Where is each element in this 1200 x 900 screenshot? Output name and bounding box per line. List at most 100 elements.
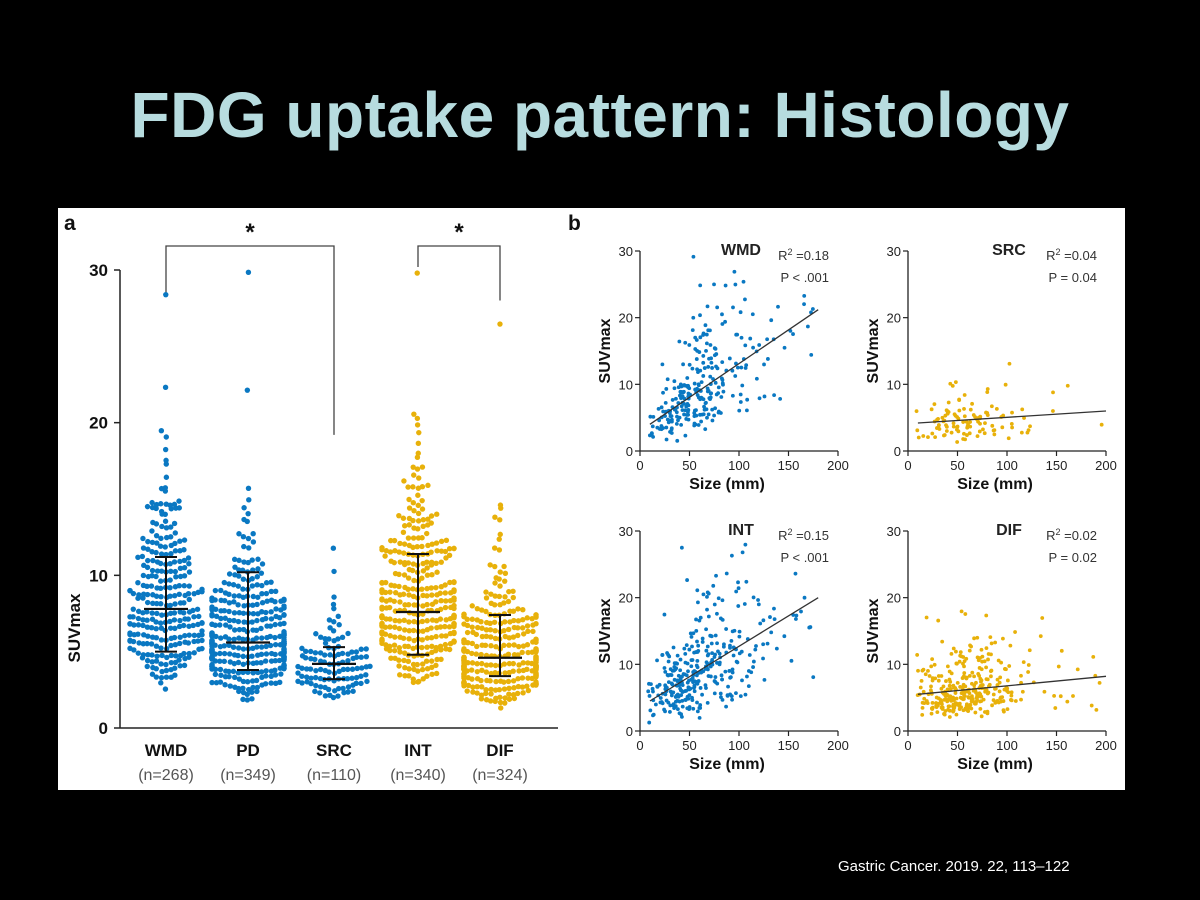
- data-point: [451, 579, 457, 585]
- data-point: [406, 505, 413, 511]
- data-point: [672, 677, 677, 682]
- data-point: [698, 283, 703, 288]
- data-point: [660, 362, 665, 367]
- y-tick-label: 30: [619, 244, 633, 259]
- data-point: [716, 409, 721, 414]
- data-point: [420, 592, 426, 599]
- data-point: [950, 383, 955, 388]
- data-point: [954, 661, 959, 666]
- data-point: [424, 559, 430, 565]
- data-point: [299, 653, 306, 659]
- data-point: [666, 680, 671, 685]
- data-point: [424, 565, 430, 571]
- data-point: [805, 324, 810, 329]
- data-point: [240, 685, 246, 691]
- data-point: [684, 413, 689, 417]
- data-point: [168, 551, 174, 557]
- data-point: [714, 392, 719, 397]
- data-point: [299, 680, 305, 686]
- data-point: [802, 595, 807, 600]
- data-point: [396, 618, 403, 624]
- y-tick-label: 0: [894, 444, 901, 459]
- data-point: [977, 666, 982, 670]
- data-point: [419, 575, 425, 581]
- data-point: [446, 546, 453, 552]
- data-point: [695, 665, 700, 670]
- data-point: [416, 678, 422, 685]
- data-point: [336, 668, 342, 675]
- data-point: [706, 591, 711, 596]
- data-point: [235, 659, 242, 666]
- data-point: [717, 651, 722, 656]
- data-point: [158, 661, 164, 667]
- data-point: [493, 575, 499, 581]
- data-point: [171, 559, 178, 565]
- regression-line: [649, 309, 819, 425]
- data-point: [985, 677, 990, 682]
- data-point: [235, 670, 242, 676]
- data-point: [388, 558, 394, 564]
- data-point: [465, 682, 472, 689]
- data-point: [665, 377, 670, 382]
- data-point: [951, 683, 956, 688]
- data-point: [402, 664, 408, 671]
- data-point: [218, 608, 224, 614]
- data-point: [438, 597, 444, 604]
- data-point: [469, 616, 475, 622]
- data-point: [516, 643, 522, 650]
- data-point: [710, 418, 715, 423]
- data-point: [671, 690, 676, 695]
- data-point: [736, 586, 741, 591]
- data-point: [168, 534, 174, 540]
- data-point: [506, 660, 513, 667]
- data-point: [163, 534, 170, 541]
- data-point: [429, 643, 435, 650]
- data-point: [258, 651, 265, 658]
- data-point: [181, 583, 187, 589]
- data-point: [973, 710, 978, 715]
- data-point: [695, 681, 700, 686]
- data-point: [483, 687, 489, 693]
- data-point: [739, 365, 744, 370]
- data-point: [149, 539, 156, 546]
- data-point: [700, 692, 704, 697]
- data-point: [677, 339, 682, 344]
- data-point: [153, 532, 160, 539]
- panel-a-dots: [127, 269, 539, 711]
- data-point: [131, 631, 137, 638]
- panel-a-y-axis-label: SUVmax: [65, 593, 84, 663]
- data-point: [497, 569, 503, 575]
- data-point: [659, 700, 664, 704]
- data-point: [506, 588, 512, 595]
- data-point: [676, 673, 681, 678]
- data-point: [172, 601, 178, 607]
- data-point: [322, 652, 328, 658]
- data-point: [695, 367, 700, 372]
- data-point: [199, 637, 205, 644]
- data-point: [383, 605, 390, 611]
- data-point: [217, 658, 223, 664]
- data-point: [433, 670, 440, 677]
- data-point: [691, 706, 696, 711]
- data-point: [167, 618, 173, 625]
- data-point: [401, 478, 407, 484]
- data-point: [379, 604, 385, 611]
- data-point: [168, 524, 174, 530]
- data-point: [685, 376, 690, 380]
- data-point: [254, 684, 261, 691]
- data-point: [139, 553, 146, 560]
- data-point: [745, 397, 750, 402]
- data-point: [176, 505, 182, 511]
- data-point: [970, 670, 975, 675]
- data-point: [708, 374, 713, 379]
- data-point: [677, 711, 682, 716]
- data-point: [222, 682, 228, 688]
- data-point: [419, 637, 425, 643]
- data-point: [510, 588, 516, 594]
- data-point: [492, 687, 499, 693]
- data-point: [159, 652, 165, 659]
- data-point: [415, 450, 421, 456]
- data-point: [684, 643, 689, 648]
- data-point: [358, 680, 364, 687]
- data-point: [732, 269, 737, 274]
